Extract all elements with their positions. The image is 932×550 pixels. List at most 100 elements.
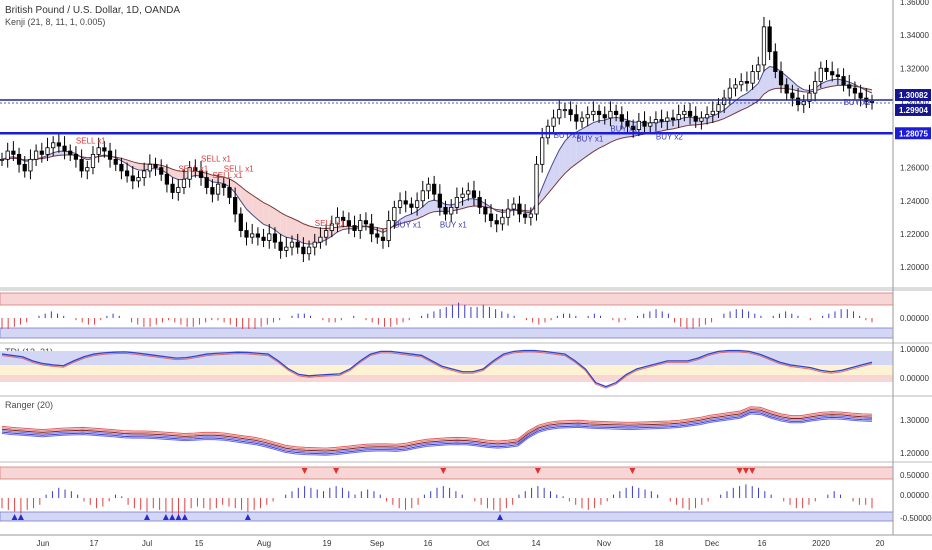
- candle-body: [352, 225, 357, 231]
- candle-body: [704, 114, 710, 119]
- candle-body: [193, 167, 198, 172]
- mega-lower-band: [0, 511, 894, 522]
- candle-body: [733, 84, 738, 89]
- tdi-lower-band: [0, 375, 893, 382]
- candle-body: [579, 117, 585, 122]
- kenji-cloud-segment: [417, 206, 423, 219]
- ranger-line: [1, 409, 873, 452]
- time-tick-label: 2020: [812, 539, 830, 548]
- price-badge: [895, 103, 931, 116]
- price-badge-label: 1.30082: [899, 91, 928, 100]
- price-badge: [895, 127, 931, 140]
- kenji-cloud-segment: [763, 66, 770, 95]
- candle-body: [596, 110, 602, 116]
- candle-body: [136, 177, 141, 182]
- kenji-cloud-segment: [547, 161, 554, 194]
- kenji-cloud-segment: [166, 166, 173, 178]
- candle-body: [164, 173, 170, 185]
- kenji-cloud-segment: [741, 93, 747, 111]
- candle-body: [858, 92, 863, 99]
- candle-body: [773, 51, 778, 72]
- candle-body: [523, 213, 528, 218]
- sell-signal-label: SELL x1: [178, 165, 208, 174]
- candle-body: [306, 246, 312, 255]
- buy-signal-label: BUY x1: [394, 220, 422, 229]
- kenji-cloud-segment: [758, 70, 764, 101]
- candle-body: [687, 110, 693, 117]
- candle-body: [454, 197, 460, 208]
- candle-body: [204, 177, 209, 188]
- candle-body: [124, 170, 130, 177]
- kenji-cloud-segment: [667, 120, 673, 130]
- kenji-cloud-segment: [257, 198, 264, 225]
- candle-body: [267, 233, 272, 241]
- candle-body: [90, 153, 96, 169]
- kenji-cloud-segment: [428, 199, 435, 214]
- candle-body: [147, 163, 152, 172]
- candle-body: [51, 142, 56, 149]
- candle-body: [34, 150, 39, 160]
- candle-body: [16, 153, 22, 165]
- kenji-cloud-segment: [246, 191, 253, 215]
- candle-body: [386, 220, 391, 241]
- candle-body: [511, 203, 516, 210]
- candle-body: [113, 158, 118, 165]
- candle-body: [409, 203, 414, 208]
- price-badge-label: 1.28075: [899, 129, 928, 138]
- kenji-cloud-segment: [462, 198, 469, 209]
- candle-body: [39, 150, 44, 155]
- price-tick-label: 1.26000: [900, 164, 929, 173]
- mega-buy-arrow: [144, 514, 150, 520]
- chart-title: British Pound / U.S. Dollar, 1D, OANDA: [5, 5, 180, 16]
- kenji-cloud-segment: [269, 205, 275, 230]
- candle-body: [28, 158, 33, 172]
- pane-tick-label: 1.20000: [900, 449, 929, 458]
- pane-tick-label: -0.50000: [900, 514, 932, 523]
- candle-body: [670, 117, 676, 120]
- candle-body: [295, 241, 300, 248]
- kenji-cloud-segment: [229, 178, 236, 193]
- candle-body: [341, 216, 346, 222]
- time-tick-label: 15: [195, 539, 204, 548]
- mega-buy-arrow: [497, 514, 504, 520]
- candle-body: [824, 67, 829, 72]
- candle-body: [56, 142, 61, 147]
- candle-body: [739, 81, 744, 86]
- kenji-cloud-segment: [661, 121, 668, 131]
- kenji-cloud-segment: [655, 121, 662, 132]
- kenji-cloud-segment: [161, 165, 167, 174]
- candle-body: [517, 203, 522, 215]
- msi-lower-band: [0, 327, 894, 339]
- candle-body: [153, 163, 158, 169]
- time-tick-label: 20: [876, 539, 885, 548]
- candle-body: [784, 84, 789, 94]
- candle-body: [11, 150, 16, 155]
- candle-body: [335, 216, 340, 225]
- pane-tick-label: 1.00000: [900, 345, 929, 354]
- candle-body: [699, 117, 704, 122]
- ranger-line: [1, 413, 873, 456]
- candle-body: [119, 163, 124, 172]
- candle-body: [614, 110, 619, 116]
- candle-body: [414, 200, 420, 208]
- time-tick-label: Oct: [477, 539, 490, 548]
- kenji-cloud-segment: [297, 220, 304, 244]
- candle-body: [244, 230, 249, 238]
- candle-body: [602, 114, 607, 119]
- candle-body: [505, 208, 511, 218]
- candle-body: [443, 206, 448, 215]
- candle-body: [534, 163, 539, 215]
- candle-body: [85, 167, 90, 172]
- candle-body: [238, 213, 243, 231]
- mega-sell-arrow: [629, 468, 636, 474]
- candle-body: [568, 109, 573, 116]
- tdi-middle-band: [0, 365, 893, 375]
- mega-buy-arrow: [17, 514, 24, 520]
- time-tick-label: 17: [90, 539, 99, 548]
- kenji-cloud-segment: [559, 141, 565, 180]
- kenji-cloud-segment: [820, 81, 827, 89]
- kenji-cloud-segment: [292, 218, 298, 241]
- candle-body: [790, 92, 795, 99]
- mega-sell-arrow: [333, 468, 340, 474]
- candle-body: [312, 241, 317, 248]
